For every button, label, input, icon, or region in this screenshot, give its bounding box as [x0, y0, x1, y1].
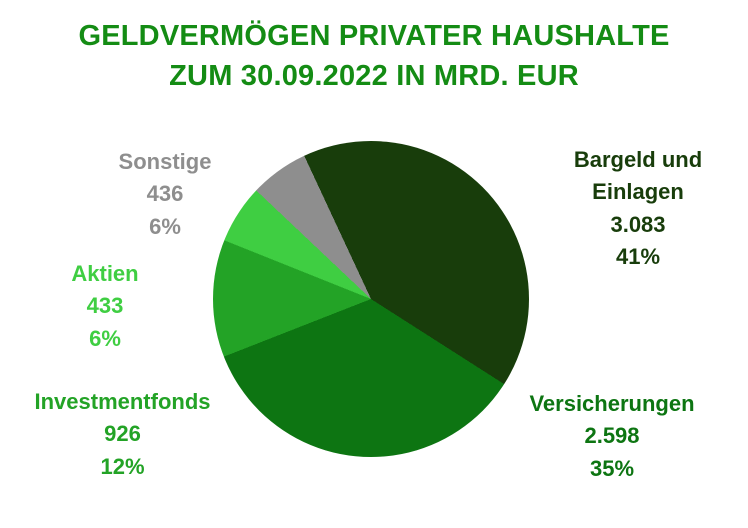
pie-chart	[213, 141, 529, 457]
slice-value: 2.598	[584, 423, 640, 449]
slice-label-versicherungen: Versicherungen 2.598 35%	[512, 388, 712, 485]
slice-label-investmentfonds: Investmentfonds 926 12%	[15, 386, 230, 483]
slice-name: Aktien	[71, 261, 139, 286]
slice-percent: 12%	[100, 453, 145, 479]
slice-value: 433	[86, 293, 124, 319]
slice-label-bargeld-und-einlagen: Bargeld und Einlagen 3.083 41%	[548, 144, 728, 273]
slice-name: Sonstige	[118, 149, 212, 174]
slice-label-aktien: Aktien 433 6%	[35, 258, 175, 355]
slice-percent: 6%	[149, 213, 181, 239]
slice-percent: 35%	[589, 455, 635, 481]
chart-title-line2: ZUM 30.09.2022 IN MRD. EUR	[169, 60, 579, 93]
slice-percent: 41%	[615, 243, 661, 269]
chart-title-line1: GELDVERMÖGEN PRIVATER HAUSHALTE	[78, 20, 670, 52]
slice-value: 3.083	[610, 211, 666, 237]
slice-label-sonstige: Sonstige 436 6%	[75, 146, 255, 243]
chart-title: GELDVERMÖGEN PRIVATER HAUSHALTE ZUM 30.0…	[0, 16, 748, 96]
slice-value: 436	[146, 181, 184, 207]
slice-name: Investmentfonds	[34, 389, 211, 414]
slice-name: Versicherungen	[529, 391, 695, 416]
slice-name: Bargeld und Einlagen	[573, 147, 703, 205]
slice-value: 926	[104, 421, 141, 447]
slice-percent: 6%	[89, 325, 121, 351]
